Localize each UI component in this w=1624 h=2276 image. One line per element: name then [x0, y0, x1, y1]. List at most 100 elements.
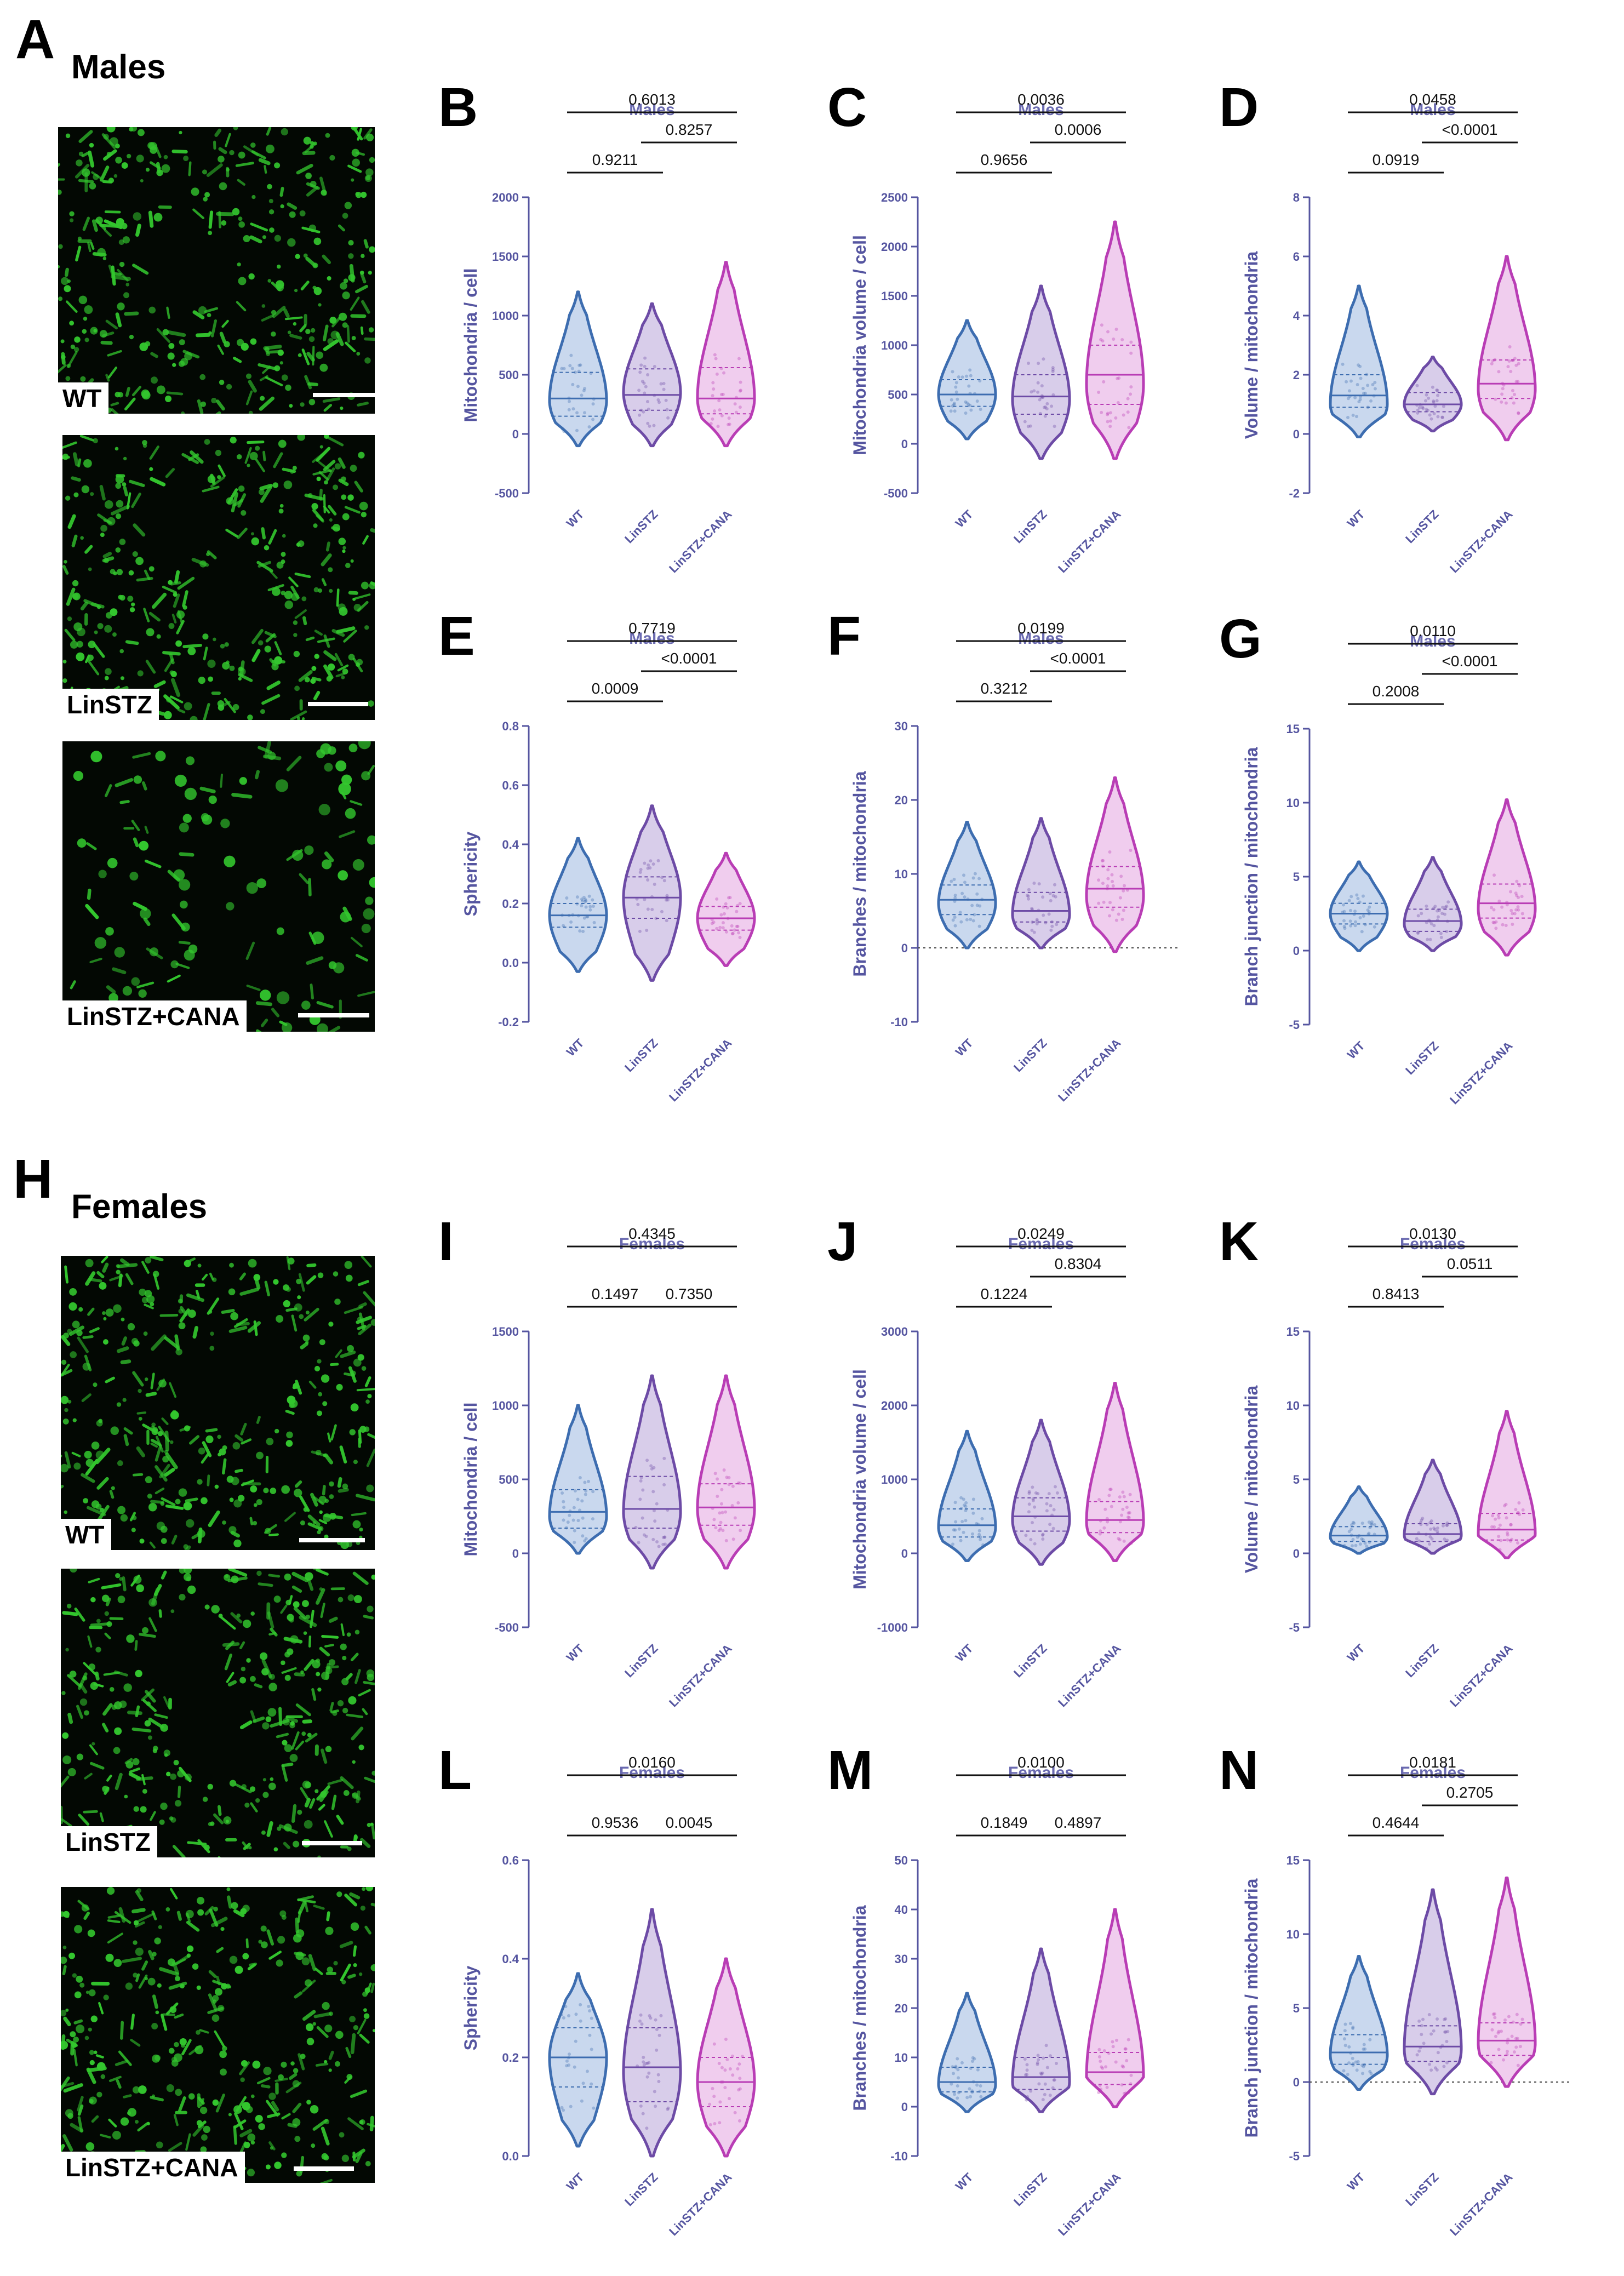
data-point — [953, 924, 957, 928]
data-point — [965, 2096, 969, 2100]
data-point — [1433, 404, 1437, 408]
data-point — [1126, 1516, 1130, 1519]
data-point — [1415, 1537, 1419, 1541]
violin-linstz-cana — [1477, 255, 1537, 442]
data-point — [1416, 408, 1420, 412]
data-point — [1055, 1491, 1059, 1495]
data-point — [1494, 920, 1498, 924]
data-point — [717, 2062, 721, 2066]
data-point — [738, 405, 742, 409]
data-point — [648, 866, 652, 870]
data-point — [1417, 2019, 1421, 2023]
data-point — [646, 866, 650, 870]
violin-linstz — [1011, 817, 1071, 950]
y-tick-label: -500 — [884, 487, 908, 500]
data-point — [953, 2092, 957, 2096]
data-point — [1108, 411, 1112, 415]
data-point — [1353, 910, 1357, 913]
data-point — [1097, 878, 1101, 882]
data-point — [1510, 1537, 1514, 1541]
data-point — [1044, 2044, 1048, 2048]
data-point — [1353, 924, 1357, 928]
violin-linstz-cana — [1477, 1410, 1537, 1559]
data-point — [1116, 376, 1119, 380]
data-point — [652, 1509, 656, 1513]
data-point — [1494, 397, 1497, 401]
data-point — [1366, 908, 1370, 912]
x-tick-label: LinSTZ+CANA — [1447, 1642, 1515, 1709]
data-point — [738, 2077, 742, 2080]
data-point — [1117, 912, 1120, 916]
chart-title: Females — [1400, 1764, 1466, 1782]
data-point — [568, 364, 572, 368]
violin-wt — [548, 1972, 608, 2148]
y-tick-label: 500 — [888, 388, 908, 402]
panel-letter: J — [827, 1211, 858, 1272]
data-point — [663, 1542, 667, 1546]
data-point — [1367, 1520, 1371, 1524]
y-tick-label: -1000 — [877, 1621, 908, 1634]
data-point — [662, 381, 666, 385]
data-point — [561, 427, 564, 431]
data-point — [713, 1472, 717, 1476]
data-point — [1509, 1523, 1513, 1526]
chart-panel-c: C Males -500 0 500 1000 1500 2000 2500 Mitochondr… — [805, 77, 1189, 575]
data-point — [645, 2075, 649, 2079]
scale-bar — [313, 393, 375, 397]
data-point — [1102, 900, 1106, 904]
data-point — [644, 2062, 648, 2066]
data-point — [971, 2056, 975, 2060]
y-axis-label: Branches / mitochondria — [850, 771, 870, 976]
data-point — [950, 398, 953, 402]
data-point — [1108, 419, 1112, 423]
data-point — [662, 387, 666, 391]
data-point — [1128, 1511, 1131, 1514]
violin-chart: N Females -5 0 5 10 15 Branch junction / mitoch… — [1219, 1740, 1570, 2238]
data-point — [952, 402, 956, 405]
x-tick-label: WT — [953, 507, 976, 530]
data-point — [1048, 2054, 1052, 2058]
data-point — [737, 931, 741, 935]
data-point — [592, 2106, 596, 2110]
data-point — [1107, 1494, 1111, 1497]
data-point — [1102, 380, 1106, 384]
chart-panel-b: B Males -500 0 500 1000 1500 2000 Mitochondria /… — [416, 77, 800, 575]
data-point — [1047, 912, 1051, 916]
x-tick-label: WT — [1345, 2170, 1368, 2193]
data-point — [584, 1492, 587, 1496]
data-point — [1051, 368, 1055, 371]
data-point — [1502, 2058, 1506, 2062]
data-point — [1417, 406, 1421, 410]
data-point — [649, 1464, 653, 1468]
data-point — [1443, 1537, 1446, 1541]
data-point — [1045, 1509, 1049, 1513]
data-point — [1363, 391, 1367, 395]
data-point — [1445, 930, 1449, 934]
data-point — [1444, 905, 1448, 909]
data-point — [952, 1528, 956, 1532]
data-point — [584, 897, 587, 901]
data-point — [574, 370, 577, 374]
data-point — [643, 356, 647, 360]
data-point — [953, 409, 957, 413]
data-point — [591, 402, 595, 406]
data-point — [1343, 927, 1347, 930]
data-point — [1123, 2047, 1127, 2051]
data-point — [1444, 2017, 1448, 2021]
data-point — [657, 2080, 661, 2084]
data-point — [642, 381, 646, 385]
data-point — [1127, 1516, 1131, 1519]
data-point — [1428, 1542, 1432, 1546]
data-point — [1129, 385, 1133, 389]
data-point — [657, 401, 661, 404]
data-point — [1347, 2045, 1351, 2049]
data-point — [968, 403, 972, 407]
data-point — [1023, 420, 1027, 424]
data-point — [1435, 388, 1439, 392]
data-point — [1514, 891, 1518, 895]
data-point — [1023, 2073, 1027, 2077]
data-point — [562, 1506, 566, 1509]
data-point — [564, 2005, 568, 2009]
data-point — [1036, 381, 1040, 385]
data-point — [1494, 927, 1498, 930]
